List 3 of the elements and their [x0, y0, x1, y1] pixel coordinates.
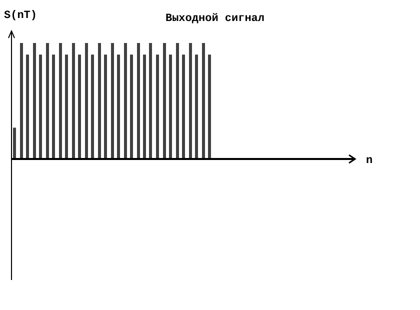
chart-title: Выходной сигнал [165, 13, 265, 25]
text: n [366, 155, 373, 167]
y-axis-title: S(nT) [4, 10, 38, 22]
